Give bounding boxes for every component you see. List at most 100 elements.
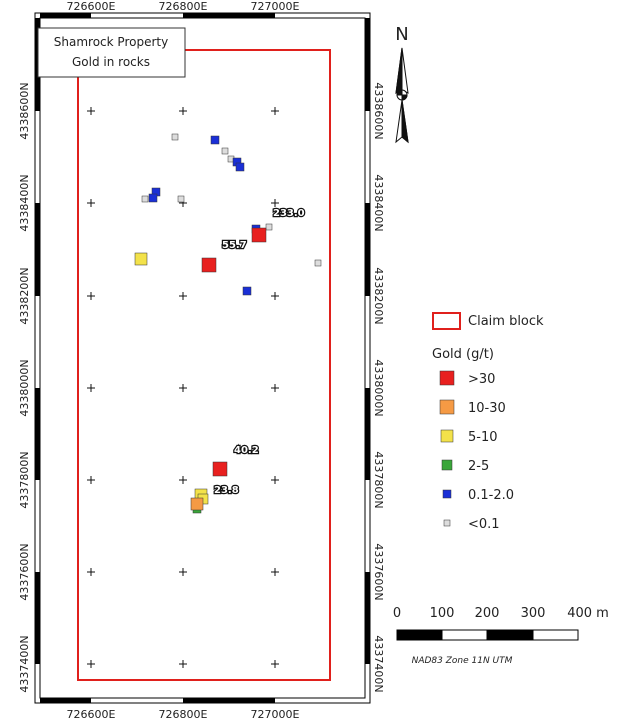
north-label: N <box>395 24 408 45</box>
assay-label: 55.7 <box>222 240 247 251</box>
frame-tick <box>365 388 370 480</box>
grid-cross <box>179 476 187 484</box>
northing-label: 4338000N <box>372 359 385 416</box>
grid-cross <box>271 476 279 484</box>
grid-cross <box>271 107 279 115</box>
grid-cross <box>87 660 95 668</box>
grid-cross <box>271 660 279 668</box>
grid-cross <box>179 568 187 576</box>
easting-label: 727000E <box>251 0 300 13</box>
legend-label: 2-5 <box>468 459 489 474</box>
northing-label: 4337800N <box>18 451 31 508</box>
grid-cross <box>179 107 187 115</box>
frame-tick <box>365 203 370 296</box>
grid-cross <box>271 568 279 576</box>
sample <box>314 259 322 267</box>
legend-swatch <box>440 429 454 443</box>
northing-label: 4337600N <box>18 543 31 600</box>
grid-cross <box>271 199 279 207</box>
sample <box>235 162 245 172</box>
northing-label: 4338400N <box>372 174 385 231</box>
scale-label: 300 <box>521 606 546 621</box>
assay-label: 23.8 <box>214 485 239 496</box>
northing-label: 4338600N <box>372 82 385 139</box>
sample <box>265 223 273 231</box>
assay-label: 233.0 <box>273 208 305 219</box>
easting-label: 726600E <box>67 708 116 721</box>
north-arrow <box>395 47 409 144</box>
scale-label: 400 m <box>567 606 609 621</box>
legend-swatch <box>443 519 451 527</box>
map-frame <box>34 12 371 704</box>
grid-labels: 726600E 726600E 726800E 726800E 727000E 72700… <box>18 0 385 721</box>
sample <box>171 133 179 141</box>
grid-cross <box>271 292 279 300</box>
grid-cross <box>87 292 95 300</box>
legend-swatch <box>439 399 455 415</box>
easting-label: 726800E <box>159 0 208 13</box>
legend-label: <0.1 <box>468 517 500 532</box>
legend-claim-swatch <box>432 312 461 330</box>
sample <box>212 461 228 477</box>
northing-label: 4337400N <box>18 635 31 692</box>
easting-label: 726800E <box>159 708 208 721</box>
grid-cross <box>87 107 95 115</box>
scale-label: 100 <box>430 606 455 621</box>
easting-label: 727000E <box>251 708 300 721</box>
legend: >30 10-30 5-10 2-5 0.1-2.0 <0.1 <box>439 370 514 532</box>
sample <box>134 252 148 266</box>
northing-label: 4337400N <box>372 635 385 692</box>
grid-cross <box>87 384 95 392</box>
northing-label: 4338200N <box>18 267 31 324</box>
grid-cross <box>87 568 95 576</box>
scale-segment <box>486 629 534 641</box>
legend-claim-label: Claim block <box>468 314 544 329</box>
sample <box>141 195 149 203</box>
legend-label: >30 <box>468 372 495 387</box>
samples <box>134 133 322 514</box>
frame-tick <box>35 572 40 664</box>
sample <box>190 497 204 511</box>
grid-cross <box>87 476 95 484</box>
scale-segment <box>532 629 579 641</box>
scale-segment <box>441 629 488 641</box>
northing-label: 4338000N <box>18 359 31 416</box>
frame-tick <box>35 203 40 296</box>
legend-swatch <box>439 370 455 386</box>
projection-note: NAD83 Zone 11N UTM <box>412 656 513 666</box>
legend-swatch <box>441 459 453 471</box>
grid-cross <box>179 384 187 392</box>
frame-tick <box>40 698 91 703</box>
legend-swatch <box>442 489 452 499</box>
grid-crosses <box>87 107 279 668</box>
sample <box>251 227 267 243</box>
sample <box>148 193 158 203</box>
frame-tick <box>183 698 275 703</box>
legend-label: 5-10 <box>468 430 498 445</box>
grid-cross <box>179 660 187 668</box>
title: Shamrock Property <box>54 35 168 49</box>
northing-label: 4337800N <box>372 451 385 508</box>
scale-bar: 0 100 200 300 400 m <box>393 606 609 641</box>
sample <box>221 147 229 155</box>
sample <box>201 257 217 273</box>
frame-tick <box>365 572 370 664</box>
subtitle: Gold in rocks <box>72 55 150 69</box>
grid-cross <box>87 199 95 207</box>
scale-label: 0 <box>393 606 401 621</box>
legend-label: 10-30 <box>468 401 506 416</box>
northing-label: 4337600N <box>372 543 385 600</box>
frame-tick <box>40 13 91 18</box>
grid-cross <box>271 384 279 392</box>
claim-block <box>77 49 331 681</box>
assay-label: 40.2 <box>234 445 259 456</box>
scale-segment <box>396 629 443 641</box>
frame-outline <box>34 12 371 704</box>
sample <box>242 286 252 296</box>
scale-label: 200 <box>475 606 500 621</box>
title-box <box>37 27 186 78</box>
northing-label: 4338200N <box>372 267 385 324</box>
grid-cross <box>179 292 187 300</box>
frame-tick <box>365 18 370 111</box>
